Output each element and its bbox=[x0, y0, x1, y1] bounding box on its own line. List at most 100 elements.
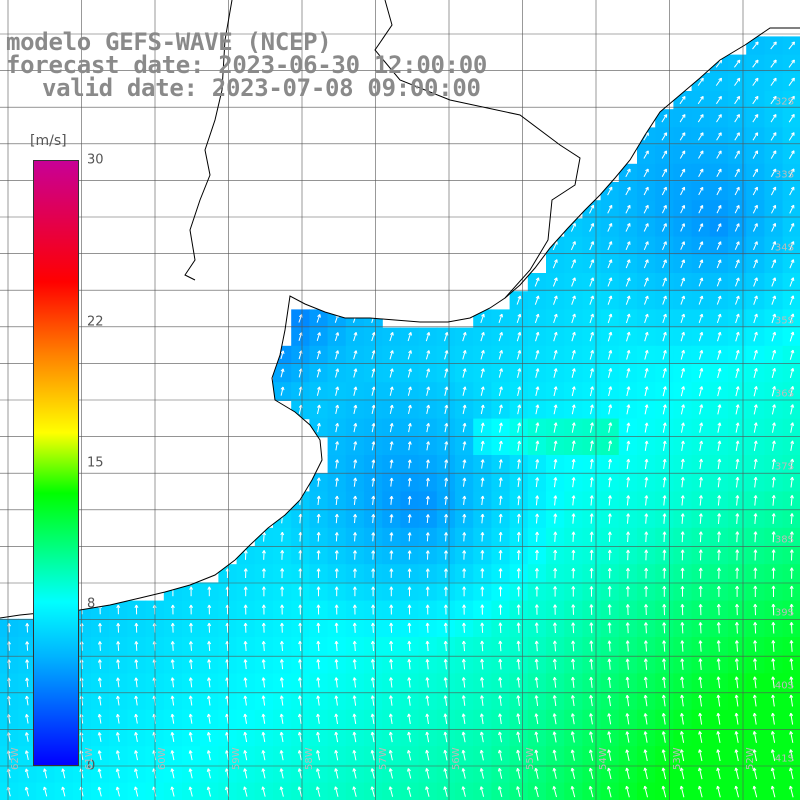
wind-arrow bbox=[370, 768, 375, 779]
wind-arrow bbox=[698, 640, 703, 652]
wind-arrow bbox=[608, 458, 612, 470]
wind-arrow bbox=[625, 295, 631, 305]
wind-arrow bbox=[588, 785, 594, 798]
longitude-label: 57W bbox=[377, 747, 389, 770]
wind-arrow bbox=[589, 495, 594, 506]
wind-arrow bbox=[516, 767, 521, 779]
wind-arrow bbox=[461, 786, 466, 797]
wind-arrow bbox=[680, 331, 685, 342]
wind-arrow bbox=[770, 114, 777, 123]
wind-arrow bbox=[699, 404, 704, 415]
wind-arrow bbox=[498, 604, 503, 615]
wind-arrow bbox=[607, 531, 612, 542]
wind-arrow bbox=[316, 422, 321, 433]
wind-arrow bbox=[662, 313, 667, 324]
wind-arrow bbox=[207, 604, 212, 615]
wind-arrow bbox=[389, 332, 394, 342]
wind-arrow bbox=[498, 695, 503, 706]
wind-arrow bbox=[698, 731, 703, 743]
wind-arrow bbox=[698, 313, 704, 324]
wind-arrow bbox=[316, 513, 321, 524]
wind-arrow bbox=[353, 441, 358, 451]
wind-arrow bbox=[698, 712, 703, 725]
wind-arrow bbox=[662, 404, 667, 415]
wind-arrow bbox=[243, 750, 248, 761]
wind-arrow bbox=[480, 586, 485, 597]
wind-arrow bbox=[679, 150, 686, 159]
wind-arrow bbox=[116, 604, 121, 615]
wind-arrow bbox=[771, 367, 776, 379]
wind-arrow bbox=[316, 314, 321, 323]
wind-arrow bbox=[680, 495, 685, 506]
wind-arrow bbox=[789, 712, 794, 725]
wind-arrow bbox=[480, 513, 485, 524]
wind-arrow bbox=[716, 731, 721, 743]
wind-arrow bbox=[535, 440, 540, 451]
wind-arrow bbox=[570, 785, 576, 798]
wind-arrow bbox=[516, 677, 521, 688]
wind-arrow bbox=[698, 785, 703, 798]
wind-arrow bbox=[735, 531, 740, 543]
wind-arrow bbox=[643, 731, 648, 743]
wind-arrow bbox=[516, 604, 521, 615]
wind-arrow bbox=[425, 514, 430, 524]
wind-arrow bbox=[644, 422, 649, 433]
wind-arrow bbox=[643, 277, 649, 287]
wind-arrow bbox=[534, 749, 539, 761]
wind-arrow bbox=[407, 604, 412, 615]
wind-arrow bbox=[352, 768, 357, 779]
wind-arrow bbox=[298, 695, 302, 706]
wind-arrow bbox=[516, 658, 521, 670]
wind-arrow bbox=[425, 532, 430, 542]
wind-arrow bbox=[698, 585, 703, 597]
wind-arrow bbox=[535, 386, 540, 397]
wind-arrow bbox=[716, 694, 721, 707]
wind-arrow bbox=[679, 168, 686, 177]
wind-arrow bbox=[698, 241, 704, 250]
wind-arrow bbox=[534, 658, 539, 670]
wind-arrow bbox=[61, 768, 66, 779]
wind-arrow bbox=[298, 640, 303, 652]
wind-arrow bbox=[462, 604, 467, 615]
wind-arrow bbox=[608, 404, 613, 415]
wind-arrow bbox=[607, 259, 613, 269]
wind-arrow bbox=[789, 549, 794, 561]
wind-arrow bbox=[480, 622, 485, 633]
wind-arrow bbox=[789, 767, 794, 780]
wind-arrow bbox=[625, 259, 631, 269]
wind-arrow bbox=[480, 459, 485, 469]
wind-arrow bbox=[753, 422, 758, 433]
wind-arrow bbox=[662, 676, 666, 689]
wind-arrow bbox=[734, 204, 740, 214]
wind-arrow bbox=[790, 440, 795, 451]
wind-arrow bbox=[262, 531, 266, 542]
wind-arrow bbox=[735, 331, 740, 342]
wind-arrow bbox=[716, 567, 721, 579]
wind-arrow bbox=[752, 150, 758, 159]
wind-arrow bbox=[716, 749, 721, 762]
wind-arrow bbox=[170, 659, 175, 670]
wind-arrow bbox=[297, 713, 302, 724]
wind-arrow bbox=[116, 641, 121, 651]
wind-arrow bbox=[626, 458, 631, 470]
wind-arrow bbox=[243, 586, 248, 597]
wind-arrow bbox=[644, 440, 649, 451]
wind-arrow bbox=[589, 313, 595, 324]
wind-arrow bbox=[571, 495, 576, 506]
wind-arrow bbox=[771, 476, 776, 488]
wind-arrow bbox=[134, 695, 139, 706]
wind-arrow bbox=[771, 495, 776, 506]
wind-arrow bbox=[134, 731, 138, 742]
wind-arrow bbox=[788, 113, 795, 123]
wind-arrow bbox=[625, 586, 630, 597]
wind-arrow bbox=[679, 749, 685, 762]
wind-arrow bbox=[643, 241, 649, 251]
wind-arrow bbox=[625, 785, 630, 798]
wind-arrow bbox=[425, 331, 431, 342]
wind-arrow bbox=[770, 186, 777, 196]
land-area bbox=[0, 0, 800, 618]
wind-arrow bbox=[643, 186, 649, 196]
wind-arrow bbox=[480, 495, 485, 506]
wind-arrow bbox=[352, 659, 357, 670]
wind-arrow bbox=[534, 731, 539, 743]
